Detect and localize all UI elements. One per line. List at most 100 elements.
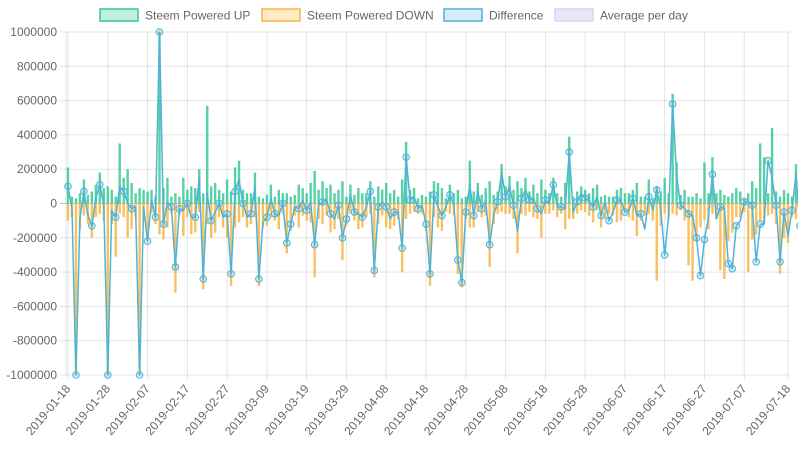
bar-up[interactable] <box>86 194 90 204</box>
bar-down[interactable] <box>568 203 571 219</box>
bar-down[interactable] <box>583 203 587 213</box>
difference-point[interactable] <box>589 203 597 211</box>
bar-up[interactable] <box>194 188 197 204</box>
difference-point[interactable] <box>398 244 406 252</box>
bar-up[interactable] <box>70 196 74 204</box>
bar-down[interactable] <box>269 203 273 218</box>
bar-down[interactable] <box>719 203 722 271</box>
bar-up[interactable] <box>217 189 221 204</box>
difference-point[interactable] <box>469 211 478 220</box>
bar-up[interactable] <box>357 188 360 204</box>
difference-point[interactable] <box>286 220 295 228</box>
legend-item[interactable]: Steem Powered UP <box>99 8 250 23</box>
bar-up[interactable] <box>556 193 559 204</box>
bar-up[interactable] <box>134 193 137 204</box>
bar-up[interactable] <box>532 184 535 204</box>
bar-up[interactable] <box>512 189 515 204</box>
bar-up[interactable] <box>325 188 328 204</box>
bar-up[interactable] <box>468 160 471 204</box>
difference-point[interactable] <box>454 256 462 264</box>
difference-point[interactable] <box>171 263 180 271</box>
bar-down[interactable] <box>190 203 193 235</box>
difference-point[interactable] <box>227 270 235 278</box>
bar-down[interactable] <box>758 203 762 221</box>
bar-down[interactable] <box>325 203 328 216</box>
bar-down[interactable] <box>321 203 324 225</box>
bar-down[interactable] <box>671 203 674 214</box>
bar-down[interactable] <box>778 203 782 274</box>
bar-up[interactable] <box>293 194 296 204</box>
difference-point[interactable] <box>708 170 717 179</box>
bar-up[interactable] <box>591 188 595 204</box>
bar-up[interactable] <box>182 177 185 204</box>
bar-up[interactable] <box>377 186 380 204</box>
bar-up[interactable] <box>611 196 615 204</box>
bar-up[interactable] <box>663 177 666 204</box>
bar-up[interactable] <box>727 196 730 204</box>
difference-point[interactable] <box>414 204 422 213</box>
bar-down[interactable] <box>122 203 125 218</box>
difference-point[interactable] <box>334 201 343 210</box>
bar-down[interactable] <box>106 203 109 376</box>
difference-point[interactable] <box>565 148 574 156</box>
bar-up[interactable] <box>349 184 352 204</box>
bar-down[interactable] <box>548 203 551 214</box>
bar-up[interactable] <box>782 189 786 204</box>
bar-down[interactable] <box>739 203 742 218</box>
bar-up[interactable] <box>396 196 400 204</box>
difference-point[interactable] <box>764 156 772 165</box>
bar-up[interactable] <box>751 181 754 204</box>
bar-up[interactable] <box>647 179 650 204</box>
difference-point[interactable] <box>696 271 705 280</box>
difference-point[interactable] <box>183 199 192 208</box>
bar-up[interactable] <box>480 194 483 204</box>
bar-up[interactable] <box>321 181 324 204</box>
difference-point[interactable] <box>247 209 255 218</box>
difference-point[interactable] <box>159 220 168 228</box>
difference-point[interactable] <box>772 201 780 210</box>
bar-up[interactable] <box>233 167 237 204</box>
bar-up[interactable] <box>114 196 117 204</box>
bar-down[interactable] <box>373 203 376 278</box>
bar-up[interactable] <box>607 196 611 204</box>
bar-up[interactable] <box>186 189 189 204</box>
bar-down[interactable] <box>751 203 754 240</box>
bar-down[interactable] <box>635 203 639 237</box>
bar-up[interactable] <box>472 191 475 204</box>
difference-point[interactable] <box>438 211 446 220</box>
bar-down[interactable] <box>615 203 619 223</box>
bar-up[interactable] <box>436 182 440 204</box>
difference-point[interactable] <box>676 201 685 210</box>
bar-down[interactable] <box>365 203 368 218</box>
difference-point[interactable] <box>644 192 653 201</box>
bar-down[interactable] <box>560 203 563 214</box>
bar-up[interactable] <box>166 177 169 204</box>
difference-point[interactable] <box>668 100 677 108</box>
difference-point[interactable] <box>191 213 200 222</box>
bar-down[interactable] <box>743 203 746 213</box>
bar-down[interactable] <box>158 203 161 235</box>
bar-down[interactable] <box>114 203 117 257</box>
bar-down[interactable] <box>241 203 245 218</box>
difference-point[interactable] <box>541 196 550 204</box>
bar-up[interactable] <box>428 191 432 204</box>
bar-up[interactable] <box>389 193 392 204</box>
bar-up[interactable] <box>142 189 145 204</box>
bar-down[interactable] <box>285 203 288 254</box>
bar-up[interactable] <box>221 193 225 204</box>
difference-point[interactable] <box>271 209 279 218</box>
bar-down[interactable] <box>424 203 428 231</box>
bar-down[interactable] <box>536 203 539 219</box>
bar-up[interactable] <box>774 191 778 204</box>
difference-point[interactable] <box>573 197 581 206</box>
difference-point[interactable] <box>752 258 760 266</box>
difference-point[interactable] <box>318 197 327 206</box>
bar-up[interactable] <box>659 191 662 204</box>
bar-down[interactable] <box>770 203 774 214</box>
bar-up[interactable] <box>206 105 209 204</box>
difference-point[interactable] <box>605 216 613 225</box>
bar-down[interactable] <box>699 203 702 228</box>
bar-down[interactable] <box>675 203 678 216</box>
bar-up[interactable] <box>174 193 177 204</box>
bar-up[interactable] <box>687 196 690 204</box>
